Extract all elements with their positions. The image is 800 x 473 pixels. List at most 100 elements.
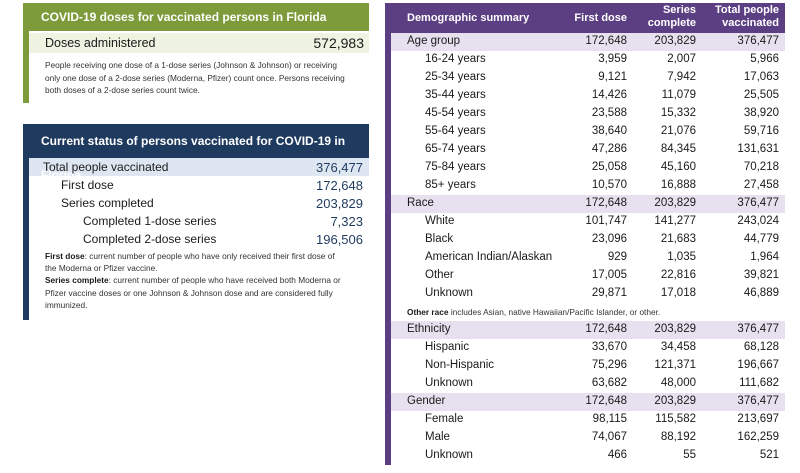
doses-administered-label: Doses administered [45, 36, 156, 50]
first-dose-value: 98,115 [592, 413, 627, 425]
doses-panel: COVID-19 doses for vaccinated persons in… [23, 3, 369, 103]
series-complete-value: 45,160 [660, 161, 696, 173]
series-complete-value: 16,888 [660, 179, 696, 191]
table-row: Non-Hispanic 75,296 121,371 196,667 [391, 357, 785, 375]
table-row: 25-34 years 9,121 7,942 17,063 [391, 69, 785, 87]
first-dose-value: 14,426 [591, 89, 627, 101]
row-label: 55-64 years [425, 125, 486, 137]
first-dose-value: 23,588 [591, 107, 627, 119]
first-dose-value: 17,005 [591, 269, 627, 281]
series-complete-value: 11,079 [661, 89, 696, 101]
first-dose-value: 23,096 [591, 233, 627, 245]
series-complete-value: 203,829 [654, 395, 696, 407]
series-complete-value: 88,192 [660, 431, 696, 443]
demographic-summary-table: Demographic summary First dose Series co… [385, 3, 785, 465]
row-label: Non-Hispanic [425, 359, 495, 371]
doses-administered-row: Doses administered 572,983 [29, 33, 369, 53]
total-vaccinated-value: 196,667 [737, 359, 779, 371]
total-vaccinated-value: 376,477 [737, 35, 779, 47]
series-complete-value: 1,035 [667, 251, 696, 263]
total-vaccinated-value: 59,716 [743, 125, 779, 137]
doses-note: People receiving one dose of a 1-dose se… [29, 53, 369, 97]
total-vaccinated-value: 213,697 [737, 413, 779, 425]
total-vaccinated-value: 243,024 [737, 215, 779, 227]
first-dose-value: 101,747 [585, 215, 627, 227]
total-vaccinated-value: 5,966 [750, 53, 779, 65]
series-complete-value: 121,371 [654, 359, 696, 371]
row-label: Age group [407, 35, 461, 47]
table-row: American Indian/Alaskan 929 1,035 1,964 [391, 249, 785, 267]
table-row: Female 98,115 115,582 213,697 [391, 411, 785, 429]
status-title: Current status of persons vaccinated for… [29, 124, 369, 182]
total-vaccinated-value: 376,477 [737, 197, 779, 209]
first-dose-value: 25,058 [591, 161, 627, 173]
status-label: Total people vaccinated [43, 160, 169, 174]
row-label: American Indian/Alaskan [425, 251, 553, 263]
row-label: Race [407, 197, 434, 209]
series-complete-value: 21,683 [660, 233, 696, 245]
first-dose-value: 466 [607, 449, 627, 461]
status-label: Series completed [61, 196, 154, 210]
total-vaccinated-value: 38,920 [743, 107, 779, 119]
total-vaccinated-value: 17,063 [743, 71, 779, 83]
table-row: 35-44 years 14,426 11,079 25,505 [391, 87, 785, 105]
first-dose-value: 74,067 [591, 431, 627, 443]
total-vaccinated-value: 27,458 [743, 179, 779, 191]
row-label: Gender [407, 395, 446, 407]
total-vaccinated-value: 46,889 [743, 287, 779, 299]
race-note-text: includes Asian, native Hawaiian/Pacific … [448, 307, 661, 317]
status-row-1-dose: Completed 1-dose series 7,323 [29, 212, 369, 230]
race-note: Other race includes Asian, native Hawaii… [391, 303, 785, 321]
first-dose-value: 29,871 [591, 287, 627, 299]
series-complete-value: 34,458 [660, 341, 696, 353]
row-label: 16-24 years [425, 53, 486, 65]
status-label: First dose [61, 178, 114, 192]
row-label: 25-34 years [425, 71, 486, 83]
series-complete-value: 21,076 [660, 125, 696, 137]
status-row-total: Total people vaccinated 376,477 [29, 158, 369, 176]
total-vaccinated-value: 162,259 [737, 431, 779, 443]
race-section: Race 172,648 203,829 376,477 White 101,747 141… [391, 195, 785, 303]
row-label: Unknown [425, 287, 473, 299]
total-vaccinated-value: 521 [759, 449, 779, 461]
status-label: Completed 2-dose series [83, 232, 217, 246]
status-label: Completed 1-dose series [83, 214, 217, 228]
status-value: 172,648 [316, 177, 363, 193]
table-row: Other 17,005 22,816 39,821 [391, 267, 785, 285]
first-dose-text: : current number of people who have only… [84, 251, 335, 261]
age-section: Age group 172,648 203,829 376,477 16-24 year… [391, 33, 785, 195]
series-text: : current number of people who have rece… [108, 275, 341, 286]
table-row: Male 74,067 88,192 162,259 [391, 429, 785, 447]
first-dose-value: 47,286 [591, 143, 627, 155]
table-row: Hispanic 33,670 34,458 68,128 [391, 339, 785, 357]
gender-section: Gender 172,648 203,829 376,477 Female 98,115 1… [391, 393, 785, 465]
group-header-row: Race 172,648 203,829 376,477 [391, 195, 785, 213]
series-note-cont: immunized. [45, 299, 88, 310]
first-dose-term: First dose [45, 251, 85, 261]
status-row-series-completed: Series completed 203,829 [29, 194, 369, 212]
series-complete-value: 55 [683, 449, 696, 461]
header-series-line: complete [647, 17, 696, 29]
total-vaccinated-value: 68,128 [743, 341, 779, 353]
status-row-first-dose: First dose 172,648 [29, 176, 369, 194]
first-dose-note-cont: the Moderna or Pfizer vaccine. [45, 263, 158, 274]
header-total-vaccinated: Total people vaccinated [715, 4, 779, 30]
table-row: Unknown 29,871 17,018 46,889 [391, 285, 785, 303]
row-label: Black [425, 233, 454, 245]
series-complete-value: 2,007 [667, 53, 696, 65]
total-vaccinated-value: 1,964 [750, 251, 779, 263]
first-dose-value: 172,648 [585, 197, 627, 209]
status-panel: Current status of persons vaccinated for… [23, 124, 369, 320]
first-dose-note: First dose: current number of people who… [45, 250, 363, 262]
header-total-line: vaccinated [722, 17, 779, 29]
series-complete-value: 203,829 [654, 323, 696, 335]
row-label: Ethnicity [407, 323, 451, 335]
first-dose-value: 38,640 [591, 125, 627, 137]
total-vaccinated-value: 376,477 [737, 323, 779, 335]
total-vaccinated-value: 131,631 [737, 143, 779, 155]
doses-title: COVID-19 doses for vaccinated persons in… [29, 3, 369, 31]
table-row: Unknown 63,682 48,000 111,682 [391, 375, 785, 393]
series-note: Series complete: current number of peopl… [45, 274, 363, 286]
status-notes: First dose: current number of people who… [29, 248, 369, 311]
status-value: 7,323 [330, 213, 363, 229]
